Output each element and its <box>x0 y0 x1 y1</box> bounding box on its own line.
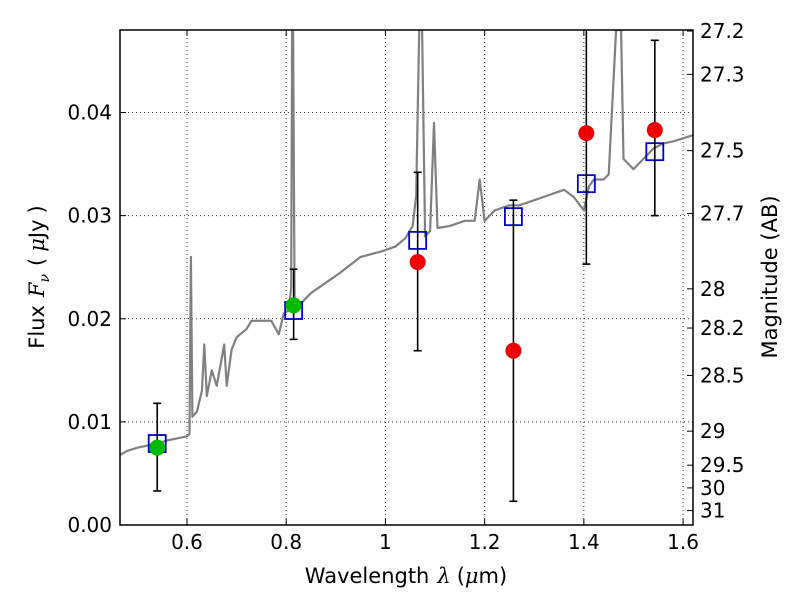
y2-tick-label: 27.7 <box>700 202 745 226</box>
observed-flux-point <box>505 342 522 359</box>
plot-frame <box>119 29 694 526</box>
y-axis-label-symbol-sub: ν <box>37 273 53 282</box>
y2-tick-label: 27.2 <box>700 19 745 43</box>
x-axis-label: Wavelength λ (μm) <box>305 564 507 588</box>
y-axis-label-unit-close: ) <box>25 205 49 213</box>
y2-tick-label: 27.5 <box>700 139 745 163</box>
observed-flux-point <box>409 254 426 271</box>
y-axis-label-text: Flux <box>25 305 49 349</box>
y-axis-label-unit-open: ( <box>25 258 49 266</box>
grid <box>120 30 693 525</box>
x-tick-label: 1.2 <box>469 530 501 554</box>
y-axis-label-unit-mu: μ <box>25 238 49 252</box>
x-axis-label-text: Wavelength <box>305 564 430 588</box>
y2-tick-label: 31 <box>700 499 725 523</box>
y2-tick-label: 29.5 <box>700 453 745 477</box>
y2-tick-label: 28.5 <box>700 363 745 387</box>
y-tick-label: 0.01 <box>67 410 112 434</box>
x-tick-label: 0.8 <box>270 530 302 554</box>
y-axis-label: Flux Fν ( μJy) <box>25 205 53 348</box>
x-tick-label: 1.6 <box>667 530 699 554</box>
y-tick-label: 0.04 <box>67 101 112 125</box>
x-tick-label: 0.6 <box>171 530 203 554</box>
observed-flux-point <box>578 125 595 142</box>
observed-flux-point <box>646 122 663 139</box>
y2-tick-label: 27.3 <box>700 62 745 86</box>
x-axis-label-unit-mu: μ <box>465 564 479 588</box>
x-axis-label-symbol: λ <box>436 564 450 588</box>
y2-tick-label: 28.2 <box>700 316 745 340</box>
sed-model-line <box>120 30 693 456</box>
y-axis-label-symbol: F <box>25 281 49 298</box>
y2-tick-label: 28 <box>700 277 725 301</box>
y-tick-label: 0.02 <box>67 307 112 331</box>
x-tick-label: 1.4 <box>568 530 600 554</box>
plot-data <box>120 30 693 503</box>
x-tick-label: 1 <box>379 530 392 554</box>
y2-tick-label: 29 <box>700 419 725 443</box>
y-tick-label: 0.03 <box>67 204 112 228</box>
y-tick-label: 0.00 <box>67 513 112 537</box>
x-axis-label-unit-rest: m) <box>479 564 508 588</box>
observed-flux-point <box>285 297 302 314</box>
y-axis-label-unit-rest: Jy <box>25 219 49 240</box>
x-axis-label-unit-open: ( <box>457 564 465 588</box>
y2-tick-label: 30 <box>700 476 725 500</box>
observed-flux-point <box>149 439 166 456</box>
y2-axis-label: Magnitude (AB) <box>758 195 782 358</box>
axis-ticks: 0.6 0.8 1 1.2 1.4 1.6 0.00 0.01 0.02 0.03 0.04 27.2… <box>67 19 744 554</box>
